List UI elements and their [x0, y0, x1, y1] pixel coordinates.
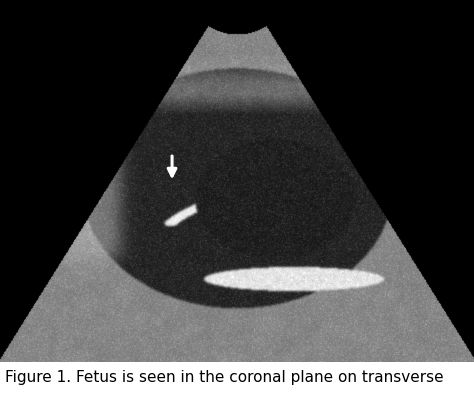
Text: Figure 1. Fetus is seen in the coronal plane on transverse: Figure 1. Fetus is seen in the coronal p… — [5, 369, 443, 384]
